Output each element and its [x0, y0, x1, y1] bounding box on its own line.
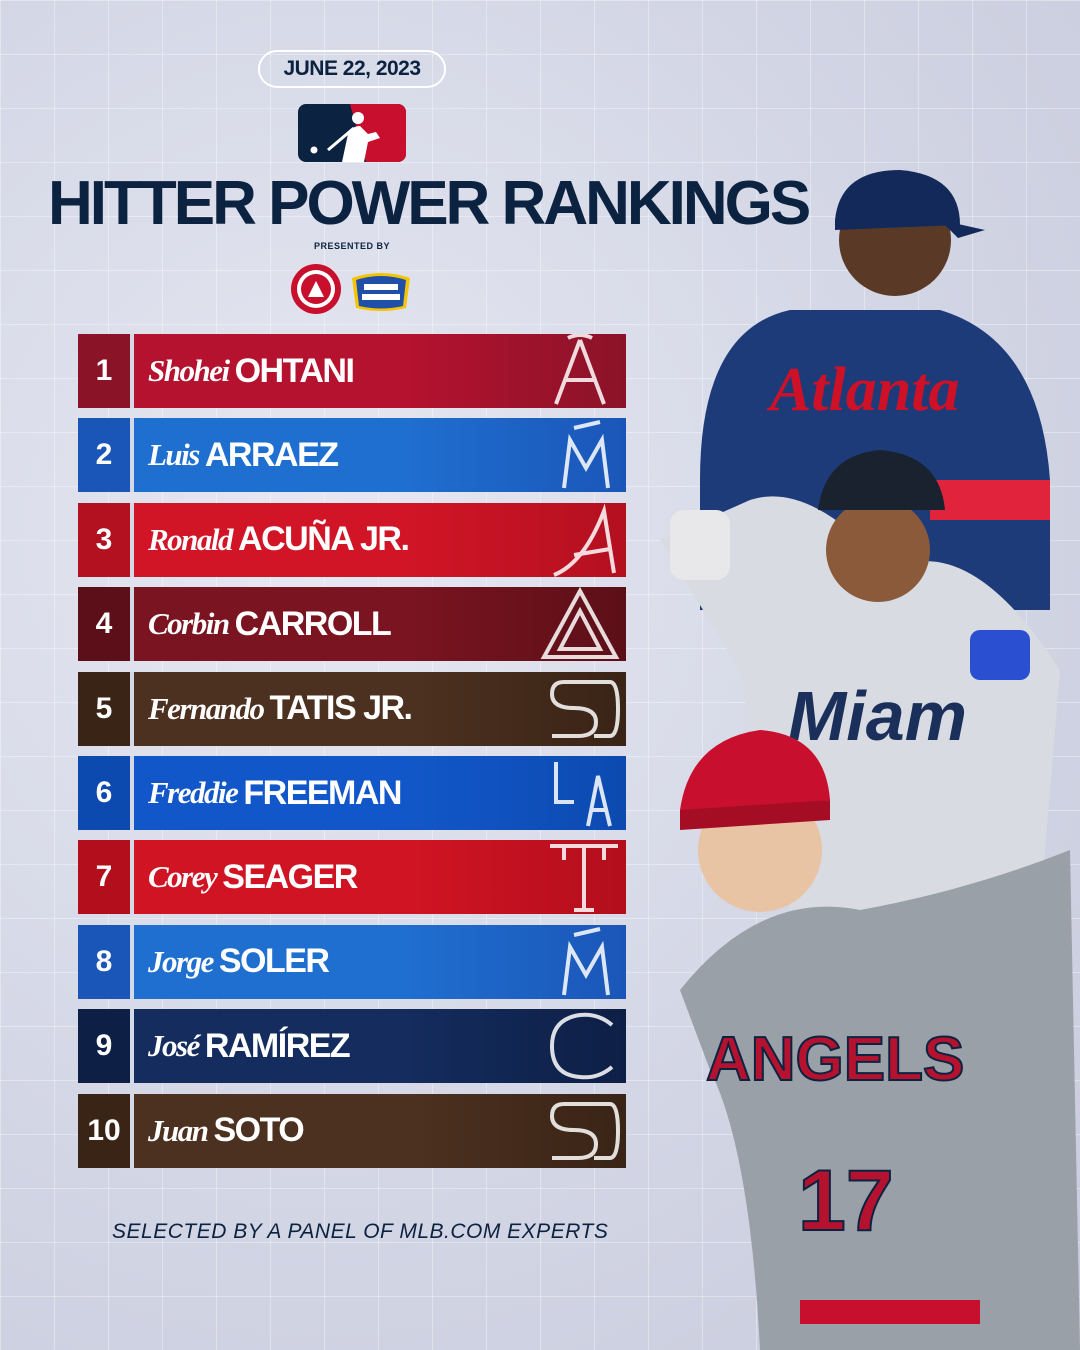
player-last-name: SOTO	[213, 1111, 304, 1150]
player-first-name: José	[148, 1028, 200, 1064]
row-divider	[130, 334, 134, 408]
player-first-name: Freddie	[148, 775, 239, 810]
player-name-bar: Luis ARRAEZ	[134, 418, 626, 493]
player-last-name: OHTANI	[234, 351, 355, 390]
arm-hammer-logo-icon	[291, 264, 341, 314]
ranking-row: 5 Fernando TATIS JR.	[78, 671, 626, 746]
ranking-row: 3 Ronald ACUÑA JR.	[78, 502, 626, 577]
player-first-name: Ronald	[148, 521, 234, 557]
oxiclean-logo-icon	[352, 273, 410, 311]
rank-number: 7	[78, 840, 130, 915]
player-last-name: RAMÍREZ	[204, 1026, 351, 1065]
player-name-bar: Ronald ACUÑA JR.	[134, 502, 626, 577]
braves-logo-icon	[553, 503, 616, 577]
rank-number: 4	[78, 587, 130, 662]
ranking-row: 8 Jorge SOLER	[78, 924, 626, 999]
page-title: HITTER POWER RANKINGS	[48, 169, 811, 238]
rank-number: 10	[78, 1093, 130, 1168]
row-divider	[130, 502, 134, 577]
ranking-row: 7 Corey SEAGER	[78, 840, 626, 915]
ranking-row: 1 Shohei OHTANI	[78, 334, 626, 408]
ranking-row: 10 Juan SOTO	[78, 1093, 626, 1168]
row-divider	[130, 1093, 134, 1168]
mlb-logo-icon	[298, 104, 406, 162]
player-name-bar: Juan SOTO	[134, 1093, 626, 1168]
presented-by-label: PRESENTED BY	[313, 241, 390, 251]
date-badge: JUNE 22, 2023	[258, 50, 446, 88]
svg-text:Atlanta: Atlanta	[766, 356, 960, 424]
player-first-name: Jorge	[148, 943, 214, 979]
ranking-row: 9 José RAMÍREZ	[78, 1009, 626, 1084]
player-name-bar: Shohei OHTANI	[134, 334, 626, 408]
player-first-name: Luis	[148, 437, 200, 473]
row-divider	[130, 840, 134, 915]
rank-number: 5	[78, 671, 130, 746]
player-first-name: Fernando	[148, 690, 265, 726]
player-first-name: Corey	[148, 859, 218, 895]
padres-logo-icon	[549, 679, 621, 738]
dodgers-logo-icon	[554, 762, 612, 827]
ranking-row: 2 Luis ARRAEZ	[78, 418, 626, 493]
baseball-players-photo: Atlanta Miam ANGELS 17	[660, 170, 1080, 1350]
player-last-name: FREEMAN	[243, 773, 402, 812]
player-last-name: CARROLL	[234, 604, 392, 643]
player-last-name: SEAGER	[222, 857, 358, 896]
svg-text:ANGELS: ANGELS	[706, 1025, 964, 1094]
rank-number: 3	[78, 502, 130, 577]
row-divider	[130, 587, 134, 662]
rank-number: 6	[78, 756, 130, 830]
player-name-bar: Freddie FREEMAN	[134, 756, 626, 830]
angels-logo-icon	[554, 334, 606, 405]
player-first-name: Juan	[148, 1112, 209, 1148]
padres-logo-icon	[549, 1101, 621, 1160]
svg-text:Miam: Miam	[788, 677, 967, 755]
player-last-name: SOLER	[218, 942, 330, 981]
marlins-logo-icon	[562, 420, 610, 489]
player-ohtani-image: ANGELS 17	[680, 730, 1080, 1350]
diamondbacks-logo-icon	[540, 587, 620, 660]
player-name-bar: Corey SEAGER	[134, 840, 626, 915]
svg-text:17: 17	[798, 1153, 894, 1249]
player-name-bar: Fernando TATIS JR.	[134, 671, 626, 746]
player-first-name: Corbin	[148, 606, 230, 642]
date-text: JUNE 22, 2023	[283, 57, 421, 80]
rank-number: 9	[78, 1009, 130, 1084]
rank-number: 8	[78, 924, 130, 999]
player-name-bar: Corbin CARROLL	[134, 587, 626, 662]
player-first-name: Shohei	[148, 353, 230, 388]
row-divider	[130, 418, 134, 493]
player-arraez-image: Miam	[660, 450, 1060, 910]
rank-number: 2	[78, 418, 130, 493]
row-divider	[130, 671, 134, 746]
row-divider	[130, 924, 134, 999]
ranking-row: 6 Freddie FREEMAN	[78, 756, 626, 830]
rangers-logo-icon	[550, 844, 618, 913]
player-name-bar: Jorge SOLER	[134, 924, 626, 999]
ranking-row: 4 Corbin CARROLL	[78, 587, 626, 662]
rank-number: 1	[78, 334, 130, 408]
player-last-name: ARRAEZ	[204, 435, 339, 474]
row-divider	[130, 756, 134, 830]
row-divider	[130, 1009, 134, 1084]
player-name-bar: José RAMÍREZ	[134, 1009, 626, 1084]
player-last-name: ACUÑA JR.	[238, 520, 410, 559]
player-last-name: TATIS JR.	[269, 689, 413, 728]
marlins-logo-icon	[562, 926, 610, 996]
footer-credit: SELECTED BY A PANEL OF MLB.COM EXPERTS	[112, 1220, 609, 1243]
guardians-logo-icon	[549, 1012, 614, 1080]
